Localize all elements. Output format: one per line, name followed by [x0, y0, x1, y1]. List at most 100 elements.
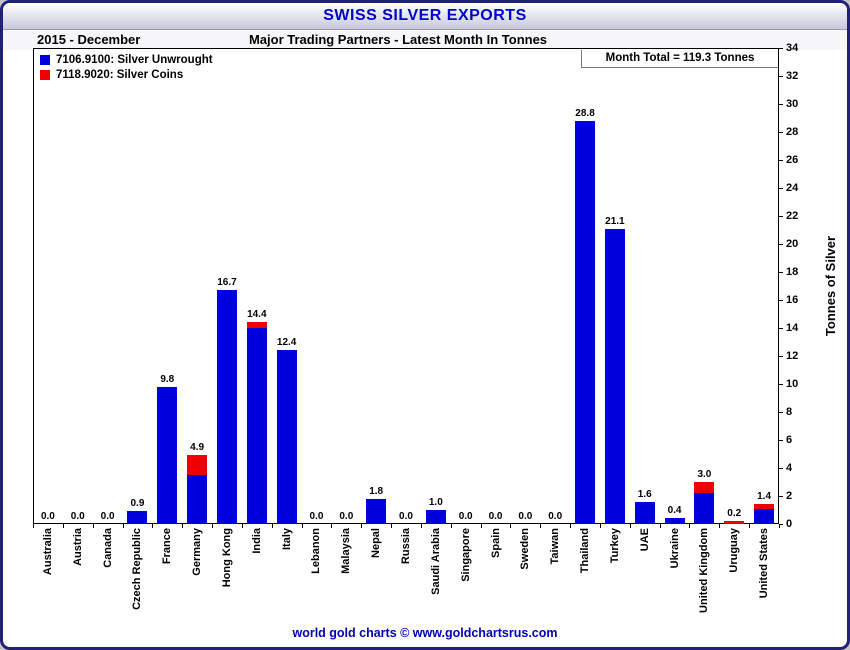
y-axis-tick-label: 14 — [786, 322, 799, 334]
x-axis-tick — [182, 524, 184, 528]
x-axis-tick — [420, 524, 422, 528]
y-axis-tick — [779, 355, 783, 357]
x-axis-label: Spain — [489, 528, 502, 558]
y-axis-tick — [779, 523, 783, 525]
legend-swatch-unwrought-icon — [40, 55, 50, 65]
bar-value-label: 0.0 — [339, 511, 354, 522]
bar-value-label: 4.9 — [190, 442, 205, 454]
legend-item-unwrought: 7106.9100: Silver Unwrought — [40, 54, 213, 66]
x-axis-label: India — [250, 528, 263, 554]
x-axis-label: Ukraine — [668, 528, 681, 569]
bar-value-label: 28.8 — [575, 107, 595, 119]
y-axis-tick — [779, 243, 783, 245]
bar-value-label: 0.2 — [727, 508, 742, 520]
bar-value-label: 1.4 — [757, 491, 772, 503]
y-axis-tick — [779, 75, 783, 77]
y-axis-tick-label: 32 — [786, 70, 799, 82]
bar-value-label: 0.0 — [458, 511, 473, 522]
x-axis-label: Singapore — [459, 528, 472, 582]
x-axis-label: Hong Kong — [220, 528, 233, 588]
y-axis-tick — [779, 159, 783, 161]
y-axis-tick — [779, 383, 783, 385]
y-axis-tick-label: 4 — [786, 462, 793, 474]
bar-segment-unwrought — [754, 508, 775, 524]
bar-value-label: 0.4 — [667, 505, 682, 517]
chart-subtitle: Major Trading Partners - Latest Month In… — [248, 32, 548, 47]
chart-area: 7106.9100: Silver Unwrought 7118.9020: S… — [3, 3, 847, 647]
x-axis-tick — [271, 524, 273, 528]
x-axis-tick — [241, 524, 243, 528]
bar-segment-unwrought — [694, 493, 715, 524]
legend-label: 7118.9020: Silver Coins — [56, 69, 184, 81]
bar-segment-coins — [724, 521, 745, 524]
bar-value-label: 0.0 — [100, 511, 115, 522]
x-axis-label: France — [161, 528, 174, 565]
bar-value-label: 21.1 — [605, 215, 625, 227]
period-label: 2015 - December — [37, 32, 141, 47]
legend: 7106.9100: Silver Unwrought 7118.9020: S… — [40, 54, 213, 84]
y-axis-tick-label: 28 — [786, 126, 799, 138]
y-axis-tick-label: 18 — [786, 266, 799, 278]
y-axis-tick — [779, 271, 783, 273]
bar-segment-coins — [754, 504, 775, 509]
x-axis-label: Lebanon — [310, 528, 323, 574]
x-axis-tick — [779, 524, 780, 528]
legend-item-coins: 7118.9020: Silver Coins — [40, 69, 213, 81]
bar-value-label: 14.4 — [247, 309, 267, 321]
bar-value-label: 0.0 — [399, 511, 413, 522]
y-axis-tick-label: 26 — [786, 154, 799, 166]
x-axis-label: Sweden — [519, 528, 532, 570]
bar-value-label: 12.4 — [276, 337, 297, 349]
x-axis-label: Germany — [191, 528, 204, 576]
y-axis-tick-label: 16 — [786, 294, 799, 306]
x-axis-tick — [331, 524, 333, 528]
page-title: SWISS SILVER EXPORTS — [3, 3, 847, 30]
x-axis-tick — [212, 524, 214, 528]
bar-segment-unwrought — [425, 510, 446, 524]
y-axis-tick — [779, 187, 783, 189]
bar-value-label: 0.0 — [70, 511, 85, 522]
bar-segment-unwrought — [575, 120, 596, 524]
bar-value-label: 9.8 — [160, 373, 175, 385]
x-axis-tick — [689, 524, 691, 528]
y-axis-tick — [779, 131, 783, 133]
y-axis-tick-label: 2 — [786, 490, 793, 502]
bar-segment-coins — [694, 482, 715, 494]
y-axis-tick-label: 0 — [786, 518, 793, 530]
bar-value-label: 0.0 — [488, 511, 503, 522]
y-axis-tick — [779, 299, 783, 301]
x-axis-label: Uruguay — [728, 528, 741, 573]
y-axis-tick-label: 34 — [786, 42, 799, 54]
bar-value-label: 1.0 — [428, 497, 443, 508]
y-axis-title: Tonnes of Silver — [823, 235, 838, 337]
bar-segment-unwrought — [604, 228, 625, 524]
x-axis-tick — [33, 524, 34, 528]
x-axis-tick — [361, 524, 363, 528]
x-axis-label: Australia — [41, 528, 54, 576]
x-axis-label: Italy — [280, 528, 293, 551]
bar-segment-unwrought — [366, 498, 387, 524]
x-axis-tick — [62, 524, 64, 528]
x-axis-label: Malaysia — [340, 528, 353, 574]
y-axis-tick-label: 6 — [786, 434, 793, 446]
y-axis-tick-label: 10 — [786, 378, 799, 390]
bar-segment-unwrought — [276, 350, 297, 524]
legend-swatch-coins-icon — [40, 70, 50, 80]
bar-segment-unwrought — [664, 518, 685, 524]
x-axis-tick — [92, 524, 94, 528]
chart-subheader: 2015 - December Major Trading Partners -… — [3, 30, 847, 50]
x-axis-tick — [510, 524, 512, 528]
bar-segment-unwrought — [187, 475, 208, 524]
x-axis-label: United Kingdom — [698, 528, 711, 613]
bar-value-label: 0.0 — [309, 511, 324, 522]
x-axis-tick — [301, 524, 303, 528]
y-axis-tick — [779, 439, 783, 441]
y-axis-tick — [779, 215, 783, 217]
x-axis-tick — [122, 524, 124, 528]
bar-value-label: 1.6 — [637, 488, 652, 500]
x-axis-tick — [570, 524, 572, 528]
bar-value-label: 0.0 — [40, 511, 55, 522]
x-axis-label: Austria — [71, 528, 84, 566]
x-axis-tick — [599, 524, 601, 528]
